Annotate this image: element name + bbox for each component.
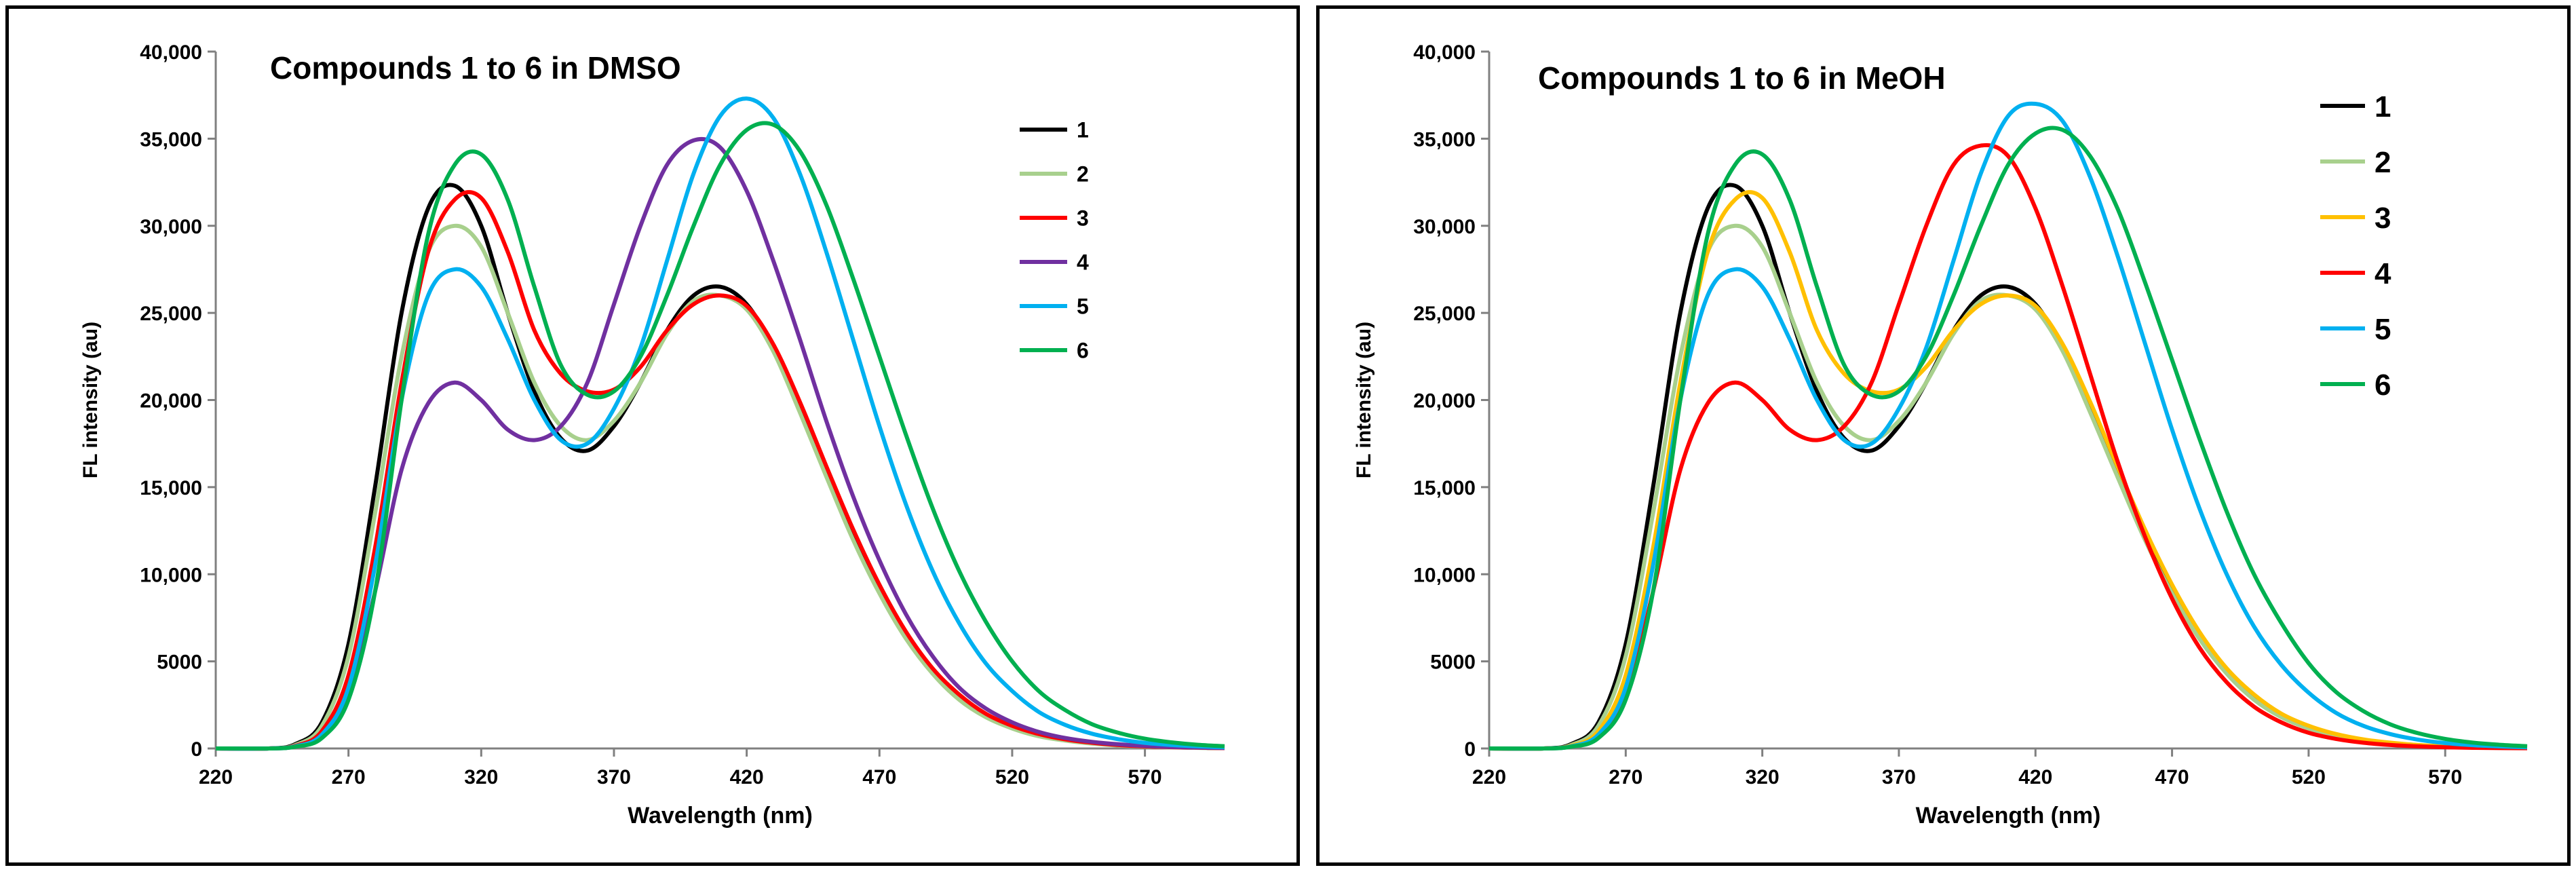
- chart-panel-dmso: 0 5000 10,000 15,000 20,000 25,000 30,000 35,00…: [5, 5, 1300, 866]
- y-tick-label: 40,000: [1413, 41, 1476, 64]
- x-tick-label: 370: [597, 766, 631, 788]
- y-tick-label: 30,000: [1413, 216, 1476, 238]
- chart-title: Compounds 1 to 6 in DMSO: [270, 50, 681, 86]
- chart-dmso: 0 5000 10,000 15,000 20,000 25,000 30,000 35,00…: [79, 41, 1225, 829]
- x-tick-label: 520: [995, 766, 1029, 788]
- series-line-1: [1488, 183, 2528, 751]
- x-tick-label: 270: [332, 766, 366, 788]
- y-tick-label: 35,000: [1413, 128, 1476, 151]
- chart-panel-meoh: 0 5000 10,000 15,000 20,000 25,000 30,000 35,00…: [1316, 5, 2571, 866]
- x-tick-label: 220: [1472, 766, 1506, 788]
- y-tick-label: 40,000: [140, 41, 202, 64]
- x-tick-label: 470: [862, 766, 896, 788]
- legend-label-3: 3: [2375, 202, 2391, 235]
- chart-meoh: 0 5000 10,000 15,000 20,000 25,000 30,000 35,00…: [1353, 41, 2528, 829]
- y-tick-label: 5000: [157, 651, 202, 674]
- series-line-5: [215, 96, 1225, 751]
- legend-label-5: 5: [2375, 313, 2391, 346]
- series-line-3: [1488, 190, 2528, 751]
- series-line-2: [1488, 223, 2528, 751]
- chart-title: Compounds 1 to 6 in MeOH: [1538, 60, 1946, 96]
- y-axis-label: FL intensity (au): [79, 322, 102, 478]
- y-tick-label: 35,000: [140, 128, 202, 151]
- series-line-2: [215, 223, 1225, 751]
- x-tick-label: 520: [2292, 766, 2326, 788]
- x-tick-label: 420: [730, 766, 764, 788]
- x-tick-label: 270: [1609, 766, 1642, 788]
- x-tick-label: 370: [1882, 766, 1916, 788]
- legend-label-1: 1: [2375, 90, 2391, 124]
- y-tick-label: 0: [1464, 738, 1476, 761]
- x-tick-label: 470: [2155, 766, 2189, 788]
- y-tick-label: 30,000: [140, 216, 202, 238]
- legend-label-6: 6: [2375, 368, 2391, 402]
- y-tick-label: 10,000: [1413, 564, 1476, 586]
- legend-label-1: 1: [1077, 118, 1089, 142]
- legend-label-5: 5: [1077, 294, 1089, 319]
- series-line-1: [215, 183, 1225, 751]
- y-tick-label: 25,000: [1413, 303, 1476, 325]
- series-line-6: [215, 121, 1225, 751]
- x-tick-label: 320: [1746, 766, 1780, 788]
- x-tick-label: 220: [199, 766, 233, 788]
- y-tick-label: 0: [191, 738, 202, 761]
- legend-label-2: 2: [2375, 146, 2391, 179]
- y-axis-label: FL intensity (au): [1353, 322, 1375, 478]
- y-tick-label: 10,000: [140, 564, 202, 586]
- x-tick-label: 320: [464, 766, 498, 788]
- x-tick-label: 570: [1128, 766, 1162, 788]
- x-tick-label: 570: [2428, 766, 2462, 788]
- x-tick-label: 420: [2018, 766, 2052, 788]
- legend-label-2: 2: [1077, 162, 1089, 187]
- y-tick-label: 15,000: [140, 477, 202, 499]
- legend-label-3: 3: [1077, 206, 1089, 231]
- legend-label-4: 4: [1077, 250, 1089, 275]
- series-line-6: [1488, 126, 2528, 751]
- series-line-5: [1488, 101, 2528, 751]
- y-tick-label: 20,000: [1413, 390, 1476, 413]
- y-tick-label: 25,000: [140, 303, 202, 325]
- series-line-3: [215, 190, 1225, 751]
- y-tick-label: 20,000: [140, 390, 202, 413]
- y-tick-label: 15,000: [1413, 477, 1476, 499]
- x-axis-label: Wavelength (nm): [628, 803, 813, 829]
- y-tick-label: 5000: [1430, 651, 1476, 674]
- legend-label-6: 6: [1077, 339, 1089, 363]
- x-axis-label: Wavelength (nm): [1916, 803, 2101, 829]
- legend-label-4: 4: [2375, 257, 2391, 290]
- series-line-4: [215, 136, 1225, 751]
- series-line-4: [1488, 142, 2528, 751]
